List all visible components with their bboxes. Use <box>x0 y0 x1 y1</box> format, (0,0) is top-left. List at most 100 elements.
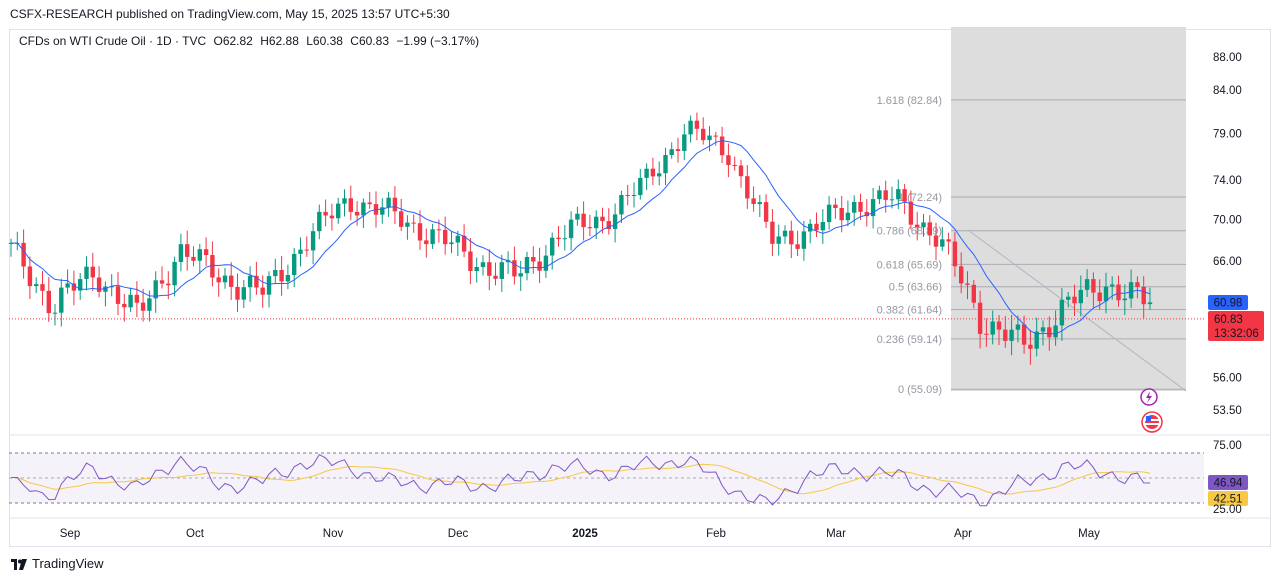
candle-body <box>241 287 246 300</box>
candle-body <box>707 135 712 141</box>
candle-body <box>84 266 89 279</box>
candle-body <box>713 135 718 137</box>
rsi-value: 46.94 <box>1214 478 1243 490</box>
ohlc-open: O62.82 <box>213 34 253 48</box>
candle-body <box>392 197 398 212</box>
candle-body <box>688 120 693 135</box>
candle-body <box>411 222 416 224</box>
candle-body <box>1003 329 1008 341</box>
candle-body <box>380 207 385 215</box>
candle-body <box>877 190 882 200</box>
time-tick-label: Mar <box>826 528 846 540</box>
candle-body <box>1040 327 1046 332</box>
candle-body <box>663 155 668 174</box>
candle-body <box>46 290 51 314</box>
candle-body <box>1147 302 1153 305</box>
candle-body <box>801 231 807 249</box>
candle-body <box>1015 324 1021 330</box>
candle-body <box>619 195 624 215</box>
candle-body <box>1141 286 1146 305</box>
price-tick-label: 70.00 <box>1213 214 1242 226</box>
candle-body <box>65 283 70 288</box>
candle-body <box>1053 325 1058 338</box>
price-tick-label: 53.50 <box>1213 405 1242 417</box>
candle-body <box>776 236 781 244</box>
candle-body <box>115 286 121 304</box>
fib-level-label: 1 (72.24) <box>898 192 942 204</box>
candle-body <box>298 249 303 254</box>
fib-level-label: 0.5 (63.66) <box>889 282 942 294</box>
ohlc-low: L60.38 <box>306 34 343 48</box>
candle-body <box>625 195 630 196</box>
candle-body <box>336 203 341 219</box>
candle-body <box>770 221 775 244</box>
candle-body <box>606 221 611 229</box>
ohlc-high: H62.88 <box>260 34 299 48</box>
candle-body <box>562 238 567 240</box>
ma-price-badge: 60.98 <box>1208 295 1248 310</box>
candle-body <box>915 224 920 228</box>
price-tick-label: 66.00 <box>1213 256 1242 268</box>
time-axis[interactable]: Sep Oct Nov Dec 2025 Feb Mar Apr May <box>60 528 1100 540</box>
candle-body <box>908 201 914 225</box>
candle-body <box>159 280 165 284</box>
candle-body <box>556 237 561 240</box>
candle-body <box>430 229 435 245</box>
rsi-ma-badge: 42.51 <box>1208 491 1248 506</box>
candle-body <box>172 261 177 286</box>
candle-body <box>594 216 599 229</box>
rsi-ma-value: 42.51 <box>1214 494 1243 506</box>
candle-body <box>96 277 102 292</box>
fib-level-label: 0.618 (65.69) <box>877 259 942 271</box>
candle-body <box>1009 329 1014 341</box>
candle-body <box>524 257 530 274</box>
symbol-label[interactable]: CFDs on WTI Crude Oil · 1D · TVC <box>19 34 207 48</box>
candle-body <box>254 275 259 288</box>
candle-body <box>600 216 605 222</box>
candle-body <box>191 256 196 261</box>
candle-body <box>612 214 618 229</box>
us-flag-event-icon[interactable] <box>1141 411 1163 433</box>
lightning-event-icon[interactable] <box>1140 388 1158 406</box>
time-tick-label: Feb <box>706 528 726 540</box>
candle-body <box>795 244 800 249</box>
candle-body <box>1059 299 1065 326</box>
candle-body <box>260 287 265 295</box>
candle-body <box>814 223 819 231</box>
rsi-tick-75: 75.00 <box>1213 440 1242 452</box>
candle-body <box>468 251 473 271</box>
tradingview-logo[interactable]: TradingView <box>11 556 104 571</box>
candle-body <box>965 283 970 285</box>
candle-body <box>1084 279 1090 290</box>
candle-body <box>575 213 580 220</box>
candle-body <box>367 202 372 205</box>
candle-body <box>1116 284 1121 301</box>
candle-body <box>455 235 460 243</box>
tradingview-logo-icon <box>11 558 27 570</box>
candle-body <box>669 149 674 155</box>
candle-body <box>1097 292 1102 302</box>
candle-body <box>1021 324 1027 345</box>
candle-body <box>147 298 152 311</box>
candle-body <box>839 208 844 221</box>
candle-body <box>216 277 221 283</box>
candle-body <box>996 321 1002 330</box>
candle-body <box>1028 344 1033 349</box>
price-tick-label: 74.00 <box>1213 175 1242 187</box>
candle-body <box>1078 289 1083 304</box>
candle-body <box>952 241 958 267</box>
candle-body <box>27 266 33 287</box>
candle-body <box>1034 331 1039 349</box>
candle-body <box>140 302 146 311</box>
date-range-shade <box>951 27 1186 391</box>
candle-body <box>889 199 895 201</box>
fib-level-label: 0 (55.09) <box>898 384 942 396</box>
candle-body <box>1091 279 1096 293</box>
candle-body <box>512 260 517 277</box>
fibonacci-levels[interactable]: 1.618 (82.84) 1 (72.24) 0.786 (68.89) 0.618… <box>877 95 1186 396</box>
candle-body <box>675 149 681 151</box>
time-tick-label: Oct <box>186 528 205 540</box>
candle-body <box>449 242 454 245</box>
price-axis[interactable]: 88.00 84.00 79.00 74.00 70.00 66.00 56.00 53.50 <box>1213 52 1242 417</box>
